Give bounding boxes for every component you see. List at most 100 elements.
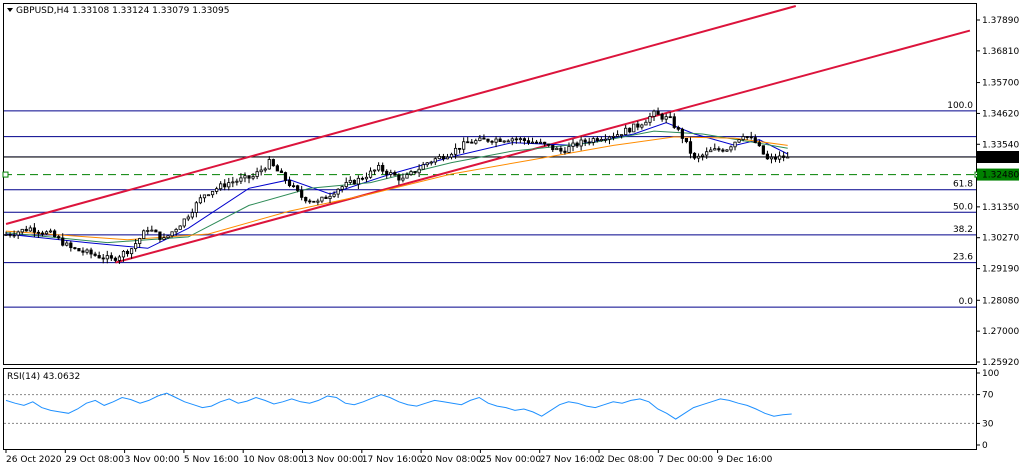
candle-body xyxy=(356,177,360,185)
candle-body xyxy=(514,138,518,141)
candle-body xyxy=(97,255,101,259)
channel-line xyxy=(115,29,971,264)
candle-body xyxy=(16,231,20,236)
x-tick-label: 9 Dec 16:00 xyxy=(718,455,773,465)
candle-body xyxy=(332,193,336,197)
candle-body xyxy=(247,175,251,179)
candle-body xyxy=(267,159,271,170)
candle-body xyxy=(506,140,510,143)
candle-body xyxy=(543,141,547,145)
candle-body xyxy=(194,202,198,213)
candle-body xyxy=(364,176,369,180)
candle-body xyxy=(227,182,231,188)
candle-body xyxy=(251,176,255,179)
candle-body xyxy=(498,138,502,142)
candle-body xyxy=(717,148,721,151)
candle-body xyxy=(518,138,522,141)
rsi-axis: 100 70 30 0 xyxy=(976,369,999,451)
candle-body xyxy=(539,141,543,144)
candle-body xyxy=(61,237,65,246)
candle-body xyxy=(591,138,595,143)
candle-body xyxy=(571,142,575,147)
x-tick-label: 2 Dec 08:00 xyxy=(599,455,654,465)
candle-body xyxy=(421,164,425,170)
candle-body xyxy=(89,249,93,255)
candle-body xyxy=(340,186,344,190)
x-tick-label: 5 Nov 16:00 xyxy=(184,455,239,465)
candle-body xyxy=(632,123,636,133)
support-anchor xyxy=(2,171,9,178)
candle-body xyxy=(344,182,348,188)
candle-body xyxy=(24,228,28,232)
candle-body xyxy=(202,194,207,199)
candle-body xyxy=(312,200,316,203)
current-price-tag xyxy=(977,151,1019,163)
moving-average-line xyxy=(5,130,788,244)
candle-body xyxy=(603,138,608,141)
candle-body xyxy=(320,196,324,202)
candle-body xyxy=(73,247,77,250)
candle-body xyxy=(4,234,8,236)
candle-body xyxy=(296,185,300,191)
candle-body xyxy=(437,156,441,160)
candle-body xyxy=(534,141,539,144)
candle-body xyxy=(121,250,126,258)
candle-body xyxy=(206,194,211,197)
candle-body xyxy=(352,179,356,185)
candle-body xyxy=(210,191,215,196)
rsi-tick-label: 100 xyxy=(982,369,999,379)
candle-body xyxy=(551,144,555,151)
candle-body xyxy=(8,234,12,236)
candle-body xyxy=(765,153,770,160)
candle-body xyxy=(57,236,61,239)
candle-body xyxy=(555,147,559,151)
candle-body xyxy=(672,116,676,128)
symbol-dropdown-icon[interactable] xyxy=(7,8,13,12)
candle-body xyxy=(482,137,486,140)
candle-body xyxy=(737,139,741,143)
candle-body xyxy=(769,156,774,160)
candle-body xyxy=(640,124,644,128)
fib-label: 100.0 xyxy=(947,101,973,111)
candle-body xyxy=(620,134,624,136)
candle-body xyxy=(53,230,57,237)
candle-body xyxy=(279,170,284,173)
candle-body xyxy=(729,146,733,151)
candle-body xyxy=(32,227,36,233)
fibonacci-levels: 100.0 61.8 50.0 38.2 23.6 0.0 xyxy=(4,101,976,308)
candle-body xyxy=(782,155,786,158)
candle-body xyxy=(567,146,571,153)
candle-body xyxy=(255,171,259,177)
candle-body xyxy=(494,138,498,143)
candle-body xyxy=(385,170,389,175)
y-tick-label: 1.29190 xyxy=(982,265,1019,275)
candle-body xyxy=(372,169,377,172)
rsi-tick-label: 0 xyxy=(982,441,988,451)
candle-body xyxy=(547,143,551,146)
trend-channel[interactable] xyxy=(5,5,971,264)
candle-body xyxy=(648,116,652,123)
candle-body xyxy=(470,141,474,144)
candlesticks xyxy=(4,107,790,264)
candle-body xyxy=(178,225,182,230)
x-tick-label: 3 Nov 00:00 xyxy=(125,455,180,465)
rsi-series xyxy=(5,392,792,420)
candle-body xyxy=(705,151,709,156)
channel-line xyxy=(5,5,797,225)
candle-body xyxy=(389,172,393,175)
candle-body xyxy=(243,175,247,179)
candle-body xyxy=(676,127,680,130)
candle-body xyxy=(40,232,45,235)
y-tick-label: 1.28080 xyxy=(982,296,1019,306)
candle-body xyxy=(125,250,130,255)
candle-body xyxy=(219,183,223,190)
candle-body xyxy=(308,200,312,203)
candle-body xyxy=(526,140,531,144)
current-price-tag-label: 1.33095 xyxy=(982,153,1019,163)
candle-body xyxy=(304,196,308,202)
candle-body xyxy=(283,172,288,181)
candle-body xyxy=(668,116,672,119)
candle-body xyxy=(316,200,320,203)
candle-body xyxy=(721,149,725,152)
